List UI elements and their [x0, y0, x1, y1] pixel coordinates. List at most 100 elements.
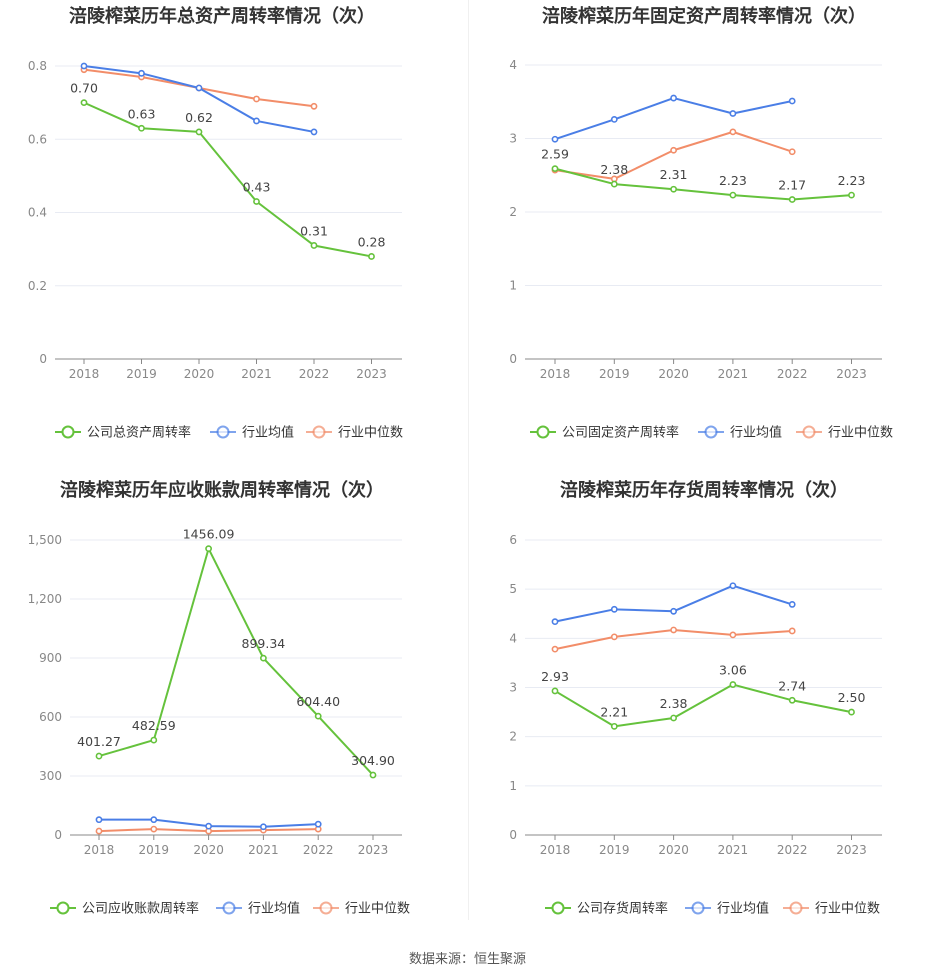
y-tick-label: 600: [39, 710, 62, 724]
data-point-avg: [610, 115, 618, 123]
data-point-median: [788, 148, 796, 156]
x-tick-label: 2018: [69, 367, 100, 381]
data-point-company: [551, 687, 559, 695]
x-tick-label: 2023: [356, 367, 387, 381]
chart-panel-total-asset-turnover: 涪陵榨菜历年总资产周转率情况（次） 0 0.2 0.4 0.6 0.8 2018 2019 20…: [0, 0, 467, 470]
data-point-avg: [95, 816, 103, 824]
x-tick-label: 2019: [126, 367, 157, 381]
legend-label-avg: 行业均值: [248, 901, 300, 917]
data-point-median: [610, 633, 618, 641]
y-tick-label: 1: [509, 279, 517, 293]
legend-swatch-marker: [61, 425, 75, 439]
data-point-company: [310, 242, 318, 249]
y-tick-label: 0.6: [28, 132, 47, 146]
legend-label-median: 行业中位数: [828, 426, 893, 441]
y-tick-label: 4: [509, 58, 517, 72]
legend-label-company: 公司存货周转率: [577, 901, 668, 917]
x-tick-label: 2021: [248, 843, 279, 857]
data-point-company: [729, 191, 737, 199]
data-point-median: [150, 825, 158, 833]
legend-swatch-marker: [551, 901, 565, 915]
data-label: 2.21: [600, 704, 628, 719]
chart-svg: 涪陵榨菜历年存货周转率情况（次） 0 1 2 3 4 5 6 2018 2019 2020 2021 2…: [509, 479, 882, 917]
x-tick-label: 2018: [540, 843, 571, 857]
y-tick-label: 5: [509, 582, 517, 596]
data-source-footer: 数据来源：恒生聚源: [408, 952, 526, 967]
data-point-median: [788, 627, 796, 635]
y-tick-label: 0: [509, 352, 517, 366]
chart-svg: 涪陵榨菜历年总资产周转率情况（次） 0 0.2 0.4 0.6 0.8 2018 2019 20…: [28, 5, 403, 441]
data-point-avg: [729, 582, 737, 590]
series-line-company: [98, 547, 374, 776]
chart-panel-inventory-turnover: 涪陵榨菜历年存货周转率情况（次） 0 1 2 3 4 5 6 2018 2019 2020 2021 2…: [469, 475, 935, 945]
legend-swatch-marker: [56, 901, 70, 915]
y-tick-label: 2: [509, 730, 517, 744]
legend-label-median: 行业中位数: [815, 902, 880, 917]
x-tick-label: 2020: [658, 843, 689, 857]
legend-swatch-marker: [319, 901, 333, 915]
legend-label-avg: 行业均值: [717, 901, 769, 917]
x-tick-label: 2018: [84, 843, 115, 857]
data-label: 2.23: [719, 173, 747, 188]
data-label: 0.28: [358, 234, 386, 249]
data-label: 2.23: [838, 173, 866, 188]
data-point-avg: [310, 128, 318, 136]
data-point-avg: [729, 110, 737, 117]
data-point-avg: [195, 84, 203, 92]
data-label: 0.70: [70, 81, 98, 96]
x-tick-label: 2023: [836, 843, 867, 857]
x-tick-label: 2020: [184, 367, 215, 381]
data-point-company: [848, 191, 855, 199]
data-point-company: [150, 736, 158, 744]
chart-title: 涪陵榨菜历年总资产周转率情况（次）: [69, 5, 375, 27]
x-tick-label: 2022: [777, 843, 808, 857]
data-point-company: [95, 752, 103, 760]
y-tick-label: 0.4: [28, 206, 47, 220]
data-point-median: [310, 102, 318, 110]
data-point-company: [610, 180, 618, 188]
legend-label-company: 公司总资产周转率: [87, 425, 191, 441]
data-point-company: [670, 185, 677, 193]
data-point-avg: [788, 601, 796, 608]
legend-label-median: 行业中位数: [345, 902, 410, 917]
data-point-company: [138, 124, 145, 132]
data-point-avg: [80, 62, 88, 70]
x-tick-label: 2021: [241, 367, 272, 381]
legend-label-avg: 行业均值: [730, 425, 782, 441]
y-tick-label: 3: [509, 132, 517, 146]
data-point-company: [195, 128, 203, 136]
data-point-company: [368, 253, 375, 260]
data-label: 401.27: [77, 734, 121, 749]
legend-swatch-marker: [536, 425, 550, 439]
data-label: 2.59: [541, 147, 569, 162]
data-point-company: [369, 771, 377, 779]
data-point-company: [729, 681, 737, 688]
data-point-company: [788, 196, 796, 203]
data-label: 304.90: [351, 753, 395, 768]
y-tick-label: 6: [509, 533, 517, 547]
legend-label-avg: 行业均值: [242, 425, 294, 441]
legend-swatch-marker: [691, 901, 705, 915]
legend-label-company: 公司应收账款周转率: [82, 901, 199, 917]
data-label: 2.31: [660, 167, 688, 182]
y-tick-label: 1: [509, 779, 517, 793]
x-tick-label: 2021: [718, 367, 749, 381]
series-line-company: [83, 101, 372, 258]
data-label: 0.43: [243, 180, 271, 195]
y-tick-label: 0: [509, 828, 517, 842]
data-point-company: [610, 722, 618, 730]
data-point-company: [788, 696, 796, 704]
chart-panel-receivables-turnover: 涪陵榨菜历年应收账款周转率情况（次） 0 300 600 900 1,200 1,500 20…: [0, 475, 467, 945]
x-tick-label: 2018: [540, 367, 571, 381]
x-tick-label: 2022: [299, 367, 330, 381]
x-tick-label: 2019: [599, 367, 630, 381]
y-tick-label: 0.8: [28, 59, 47, 73]
series-line-company: [554, 167, 852, 201]
legend-swatch-marker: [312, 425, 326, 439]
data-point-avg: [551, 618, 559, 626]
data-point-median: [253, 95, 260, 103]
chart-svg: 涪陵榨菜历年应收账款周转率情况（次） 0 300 600 900 1,200 1,500 20…: [28, 479, 410, 917]
data-label: 2.74: [778, 678, 806, 693]
data-point-avg: [150, 816, 158, 824]
data-label: 1456.09: [183, 527, 235, 542]
